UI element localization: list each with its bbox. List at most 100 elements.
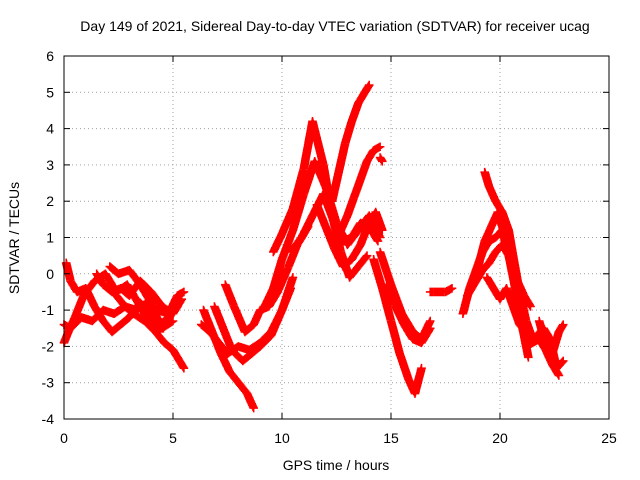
data-point (179, 287, 189, 297)
data-point-run (491, 196, 506, 215)
axis-ticks: 0 5 10 15 20 25 -4 -3 -2 -1 0 1 2 3 4 5 6 (42, 48, 617, 446)
data-point-run (90, 302, 107, 324)
data-point-run (120, 302, 137, 318)
x-tick-label: 10 (274, 430, 290, 446)
data-point-run (146, 298, 164, 328)
data-point-run (480, 223, 495, 246)
data-point-run (334, 140, 350, 177)
data-point (288, 273, 298, 282)
data-marks (59, 80, 568, 413)
data-point-run (81, 284, 99, 310)
data-point-run (484, 249, 500, 268)
data-point (524, 352, 533, 362)
data-point-run (541, 345, 556, 368)
y-tick-label: 0 (46, 266, 54, 282)
data-point-run (515, 287, 531, 324)
x-tick-label: 5 (169, 430, 177, 446)
data-point-run (210, 302, 227, 332)
data-point (558, 356, 568, 366)
data-point-run (277, 227, 297, 264)
data-point-run (395, 349, 413, 382)
data-point-run (338, 255, 355, 271)
data-point-run (347, 100, 363, 126)
y-tick-label: 2 (46, 193, 54, 209)
data-point-run (229, 302, 249, 335)
data-point-run (345, 263, 362, 282)
data-point-run (493, 207, 509, 237)
x-tick-label: 15 (383, 430, 399, 446)
data-point (286, 284, 296, 293)
y-tick-label: -2 (42, 338, 55, 354)
data-point-run (312, 200, 330, 230)
data-point-run (112, 291, 129, 310)
data-point-run (321, 222, 338, 252)
data-point-run (391, 302, 408, 328)
data-point (447, 284, 457, 293)
series-trace-25 (473, 207, 516, 271)
data-point (177, 294, 187, 304)
data-point (377, 225, 387, 235)
series-trace-5 (105, 262, 182, 329)
series-trace-18 (369, 255, 426, 398)
data-point (373, 236, 383, 246)
data-point-run (471, 267, 486, 286)
data-point-run (347, 220, 364, 242)
y-tick-label: -4 (42, 411, 55, 427)
data-point-run (308, 117, 328, 168)
data-point-run (399, 320, 417, 343)
y-tick-label: -1 (42, 302, 55, 318)
data-point-run (234, 378, 251, 397)
series-trace-9 (210, 284, 296, 366)
data-point-run (136, 298, 155, 317)
data-point-run (378, 284, 395, 324)
data-point-run (249, 307, 264, 329)
data-point (362, 251, 372, 260)
series-trace-14 (312, 200, 387, 271)
data-point (249, 403, 258, 413)
data-point (375, 142, 385, 152)
data-point-run (340, 118, 356, 148)
data-point (364, 80, 374, 90)
data-point-run (288, 165, 308, 213)
data-point-run (371, 207, 387, 234)
y-tick-label: 4 (46, 121, 54, 137)
data-point-run (136, 280, 155, 306)
series-trace-26 (482, 273, 531, 337)
data-point (554, 371, 564, 380)
data-point-run (238, 350, 255, 366)
data-point-run (160, 338, 177, 354)
data-point-run (319, 189, 339, 226)
data-point-run (362, 147, 377, 166)
x-axis-label: GPS time / hours (283, 457, 390, 473)
data-point-run (277, 205, 297, 239)
data-point-run (463, 278, 480, 300)
data-point-run (266, 307, 286, 340)
x-tick-label: 25 (601, 430, 617, 446)
data-point-run (484, 182, 500, 204)
data-point-run (482, 273, 497, 292)
data-point-run (168, 345, 188, 372)
data-point-run (70, 292, 88, 322)
data-point (377, 156, 387, 166)
data-point (506, 258, 516, 268)
y-tick-label: 3 (46, 157, 54, 173)
data-point-run (386, 316, 404, 357)
data-point-run (375, 153, 386, 165)
data-point-run (221, 280, 238, 310)
data-point (168, 316, 178, 326)
data-point (521, 327, 531, 337)
data-point-run (273, 263, 293, 297)
x-tick-label: 20 (492, 430, 508, 446)
data-point-run (207, 327, 225, 357)
data-point-run (354, 252, 371, 271)
data-point-run (288, 191, 308, 235)
data-point-run (242, 389, 258, 411)
data-point-run (216, 349, 234, 375)
series-trace-8 (199, 305, 258, 413)
x-tick-label: 0 (60, 430, 68, 446)
data-point-run (218, 324, 236, 353)
y-tick-label: 1 (46, 230, 54, 246)
data-point-run (151, 327, 168, 346)
series-trace-29 (521, 334, 564, 380)
